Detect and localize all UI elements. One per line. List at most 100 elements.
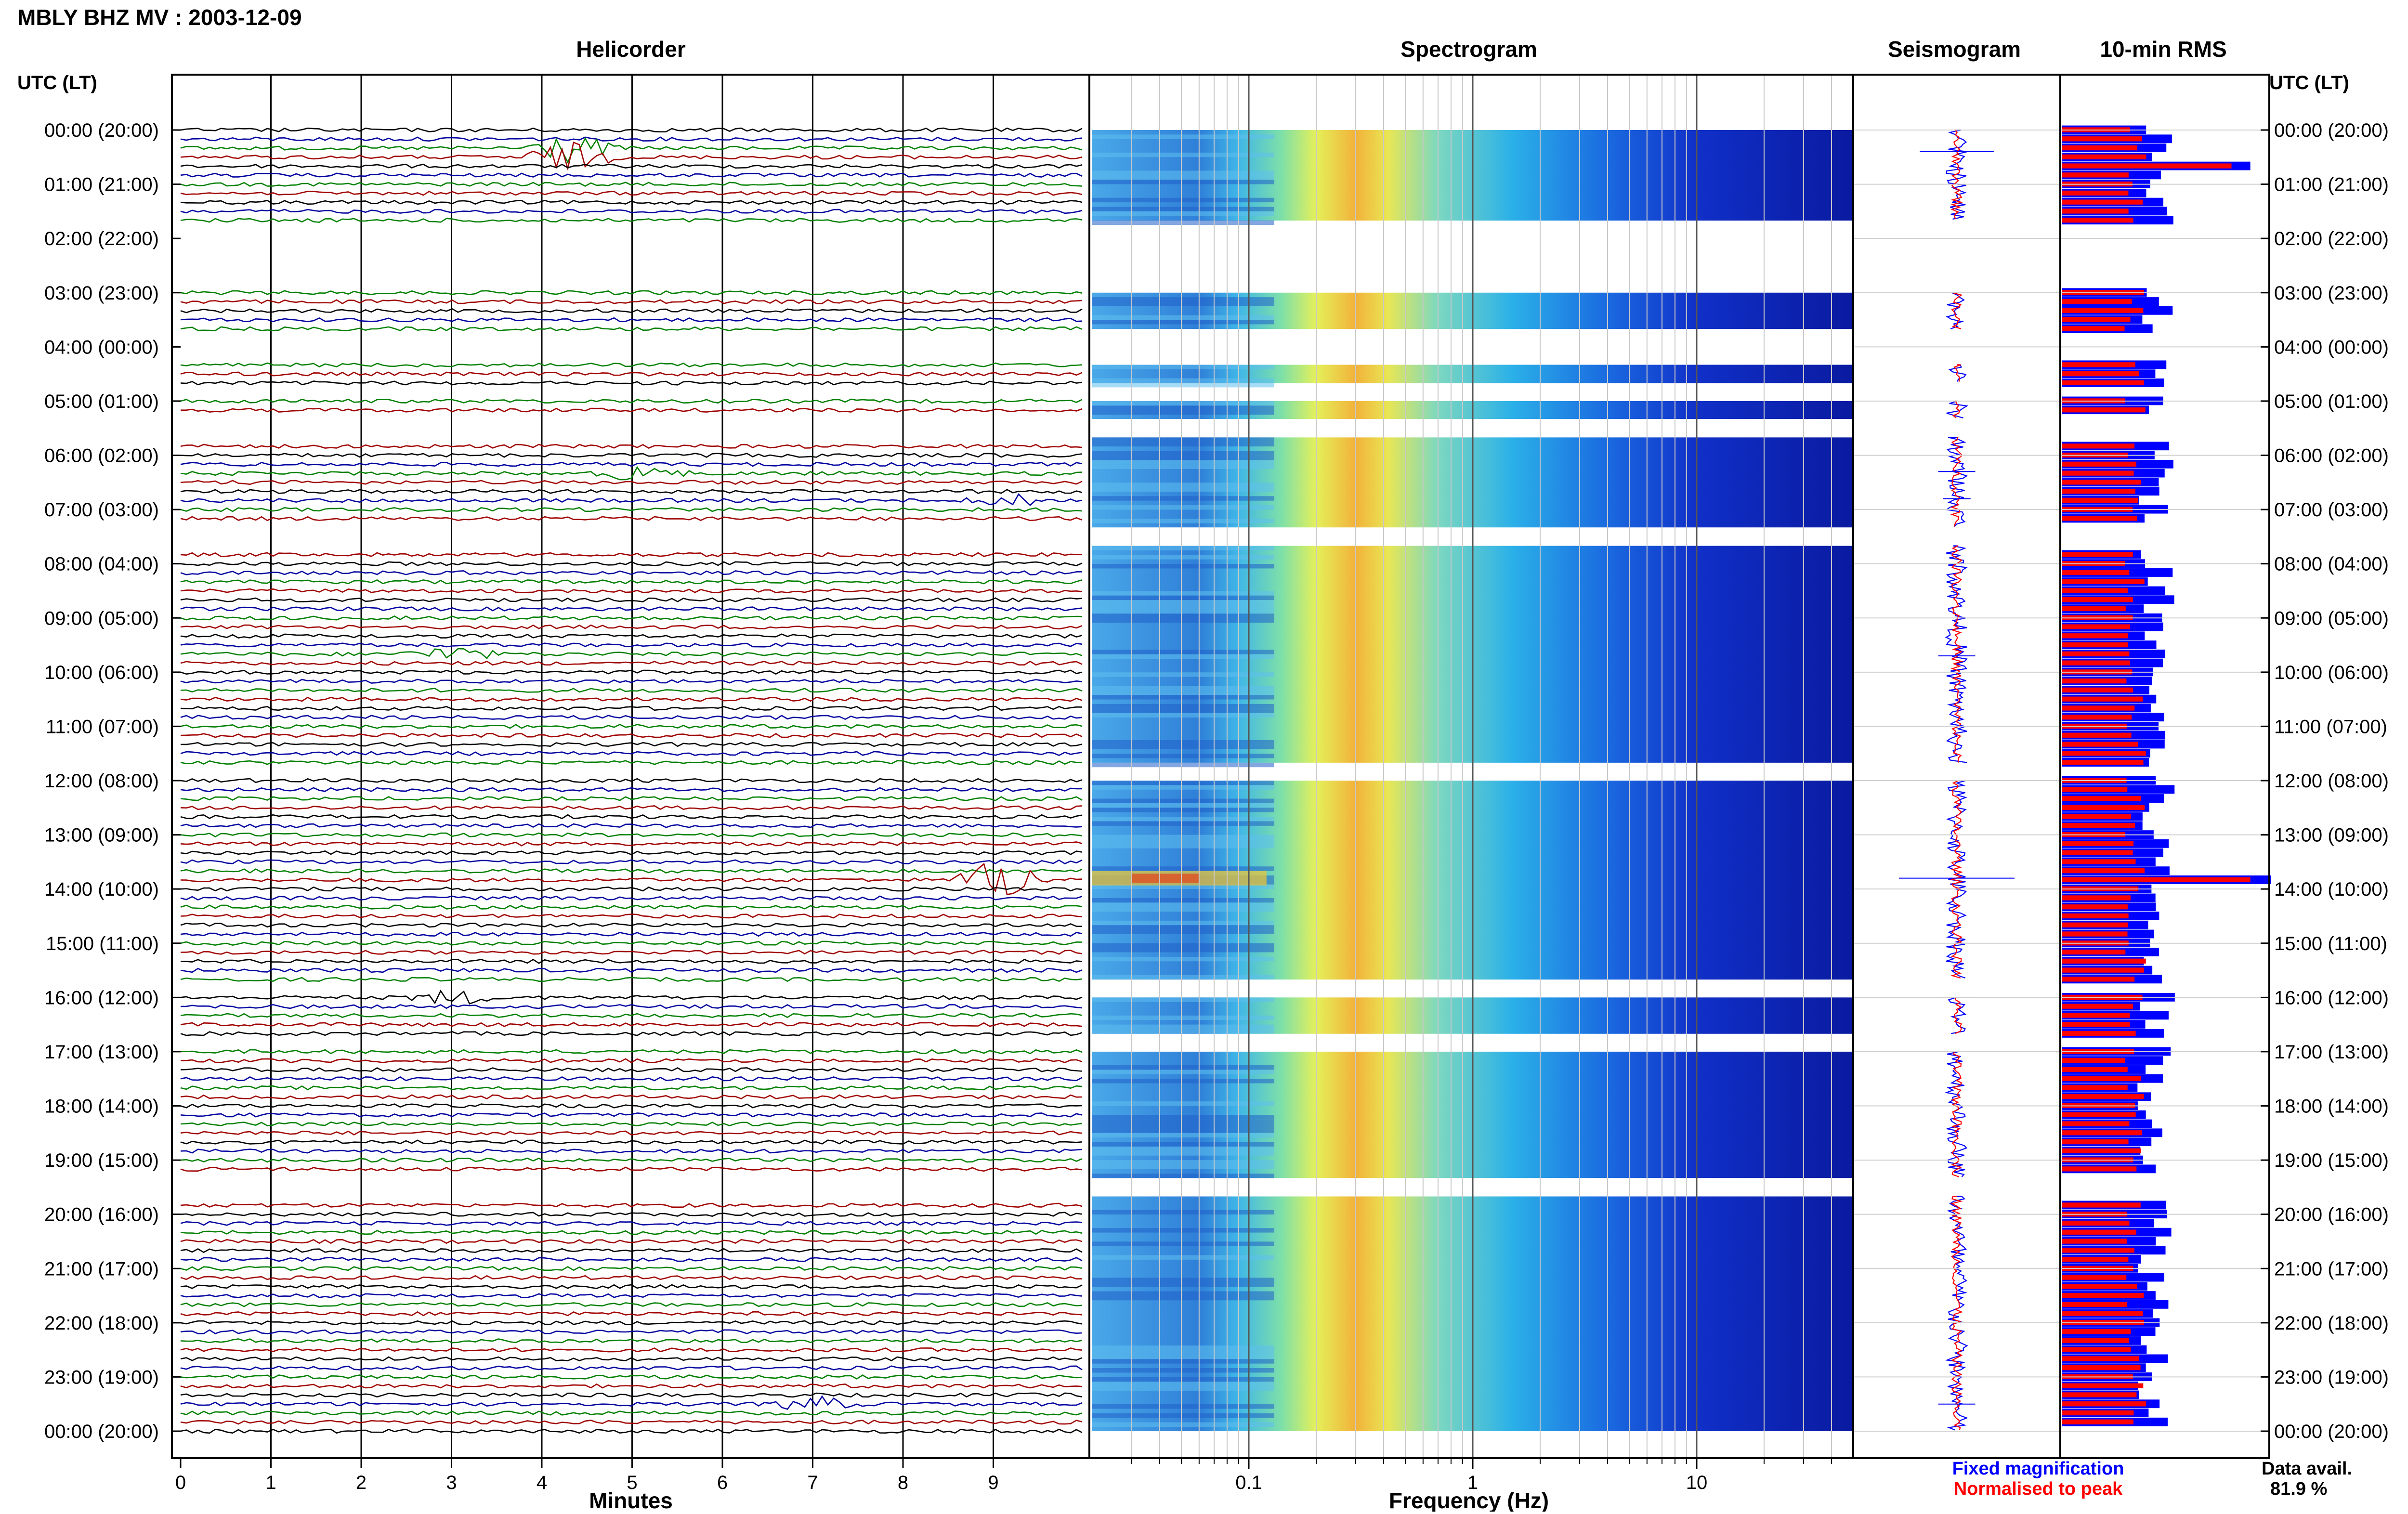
rms-bar-normalised <box>2062 977 2135 982</box>
rms-bar-normalised <box>2062 1356 2139 1361</box>
rms-bar-normalised <box>2062 1004 2133 1009</box>
spectrogram-lowfreq-band <box>1092 956 1274 962</box>
helicorder-trace <box>180 895 1083 901</box>
spectrogram-lowfreq-band <box>1092 613 1274 618</box>
spectrogram-lowfreq-band <box>1092 315 1274 320</box>
spectrogram-lowfreq-band <box>1092 1115 1274 1120</box>
rms-bar-normalised <box>2062 606 2126 612</box>
rms-bar-normalised <box>2062 1112 2136 1117</box>
rms-bar-normalised <box>2062 145 2137 151</box>
rms-bar-normalised <box>2062 1392 2137 1397</box>
helicorder-trace <box>180 362 1083 368</box>
helicorder-trace <box>180 561 1083 566</box>
spectrogram-lowfreq-band <box>1092 197 1274 203</box>
spectrogram-lowfreq-band <box>1092 483 1274 487</box>
rms-bar-normalised <box>2062 751 2146 756</box>
spectrogram-lowfreq-band <box>1092 902 1274 907</box>
rms-bar-normalised <box>2062 209 2129 214</box>
helicorder-trace <box>180 444 1083 449</box>
right-axis-header: UTC (LT) <box>2269 72 2349 93</box>
spectrogram-lowfreq-band <box>1092 320 1274 325</box>
seismogram-trace-normalised <box>1953 997 1963 1034</box>
helicorder-trace <box>180 141 1083 171</box>
rms-bar-normalised <box>2062 461 2136 467</box>
helicorder-trace <box>180 615 1083 621</box>
helicorder-trace <box>180 950 1083 955</box>
spectrogram-lowfreq-band <box>1092 1377 1274 1382</box>
seismogram-panel <box>1899 129 2015 1431</box>
spectrogram-lowfreq-band <box>1092 1228 1274 1233</box>
rms-bar-normalised <box>2062 1166 2137 1172</box>
helicorder-trace <box>180 787 1082 792</box>
spectrogram-lowfreq-band <box>1092 618 1274 623</box>
left-time-label: 23:00 (19:00) <box>44 1367 159 1388</box>
right-time-label: 09:00 (05:00) <box>2274 608 2389 629</box>
helicorder-trace <box>180 679 1083 684</box>
spectrogram-lowfreq-band <box>1092 808 1274 812</box>
right-time-label: 18:00 (14:00) <box>2274 1096 2389 1117</box>
rms-bar-normalised <box>2062 1229 2136 1235</box>
helicorder-trace <box>180 1275 1083 1280</box>
spectrogram-lowfreq-band <box>1092 464 1274 470</box>
spectrogram-lowfreq-band <box>1092 817 1274 822</box>
rms-bar-normalised <box>2062 895 2131 901</box>
helicorder-trace <box>180 1121 1083 1127</box>
spectrogram-lowfreq-band <box>1092 898 1274 903</box>
right-time-label: 12:00 (08:00) <box>2274 770 2389 792</box>
spectrogram-lowfreq-band <box>1092 442 1274 447</box>
spectrogram-panel <box>1092 75 1853 1458</box>
left-time-label: 14:00 (10:00) <box>44 879 159 900</box>
rms-bar-normalised <box>2062 1094 2144 1099</box>
helicorder-trace <box>180 1103 1083 1109</box>
right-time-label: 15:00 (11:00) <box>2274 933 2387 954</box>
spectrogram-lowfreq-band <box>1092 925 1274 930</box>
left-time-label: 11:00 (07:00) <box>46 716 159 737</box>
rms-bar-normalised <box>2062 371 2139 377</box>
spectrogram-lowfreq-band <box>1092 686 1274 691</box>
helicorder-trace <box>180 760 1083 765</box>
helicorder-trace <box>180 1374 1083 1380</box>
rms-bar-normalised <box>2062 488 2135 494</box>
helicorder-trace <box>180 989 1083 1005</box>
left-time-label: 19:00 (15:00) <box>44 1150 159 1171</box>
helicorder-trace <box>180 624 1083 630</box>
rms-bar-normalised <box>2062 444 2134 449</box>
time-axis-labels: 00:00 (20:00) 00:00 (20:00) 01:00 (21:00) 0… <box>44 120 2389 1442</box>
rms-bar-normalised <box>2062 1121 2130 1126</box>
spectrogram-lowfreq-band <box>1092 920 1274 926</box>
helicorder-trace <box>180 398 1083 404</box>
rms-bar-normalised <box>2062 742 2138 747</box>
right-time-label: 00:00 (20:00) <box>2274 120 2389 141</box>
spectrogram-lowfreq-band <box>1092 695 1274 700</box>
helicorder-trace <box>180 1311 1083 1317</box>
rms-bar-normalised <box>2062 1239 2127 1244</box>
spectrogram-lowfreq-band <box>1092 1354 1274 1359</box>
helicorder-trace <box>180 1338 1083 1344</box>
helicorder-panel <box>180 75 1083 1458</box>
rms-bar-normalised <box>2062 877 2251 883</box>
spectrogram-lowfreq-band <box>1092 401 1274 406</box>
spectrogram-lowfreq-band <box>1092 555 1274 560</box>
helicorder-trace <box>180 715 1083 720</box>
helicorder-trace <box>180 841 1083 847</box>
spectrogram-lowfreq-band <box>1092 591 1274 596</box>
helicorder-trace <box>180 1139 1083 1145</box>
seismogram-title: Seismogram <box>1888 37 2021 62</box>
spectrogram-lowfreq-band <box>1092 437 1274 442</box>
seismogram-trace-fixed <box>1944 1051 1968 1177</box>
helicorder-trace <box>180 931 1083 937</box>
helicorder-trace <box>180 1257 1083 1262</box>
rms-bar-normalised <box>2062 407 2146 413</box>
spectrogram-lowfreq-band <box>1092 1404 1274 1409</box>
helicorder-trace <box>180 218 1083 223</box>
right-time-label: 23:00 (19:00) <box>2274 1367 2389 1388</box>
rms-bar-normalised <box>2062 552 2133 557</box>
left-time-label: 01:00 (21:00) <box>44 174 159 196</box>
spectrogram-lowfreq-band <box>1092 1079 1274 1083</box>
helicorder-trace <box>180 705 1083 711</box>
rms-bar-normalised <box>2062 470 2134 476</box>
rms-bar-normalised <box>2062 1256 2129 1262</box>
seismogram-trace-normalised <box>1950 1196 1963 1430</box>
helicorder-trace <box>180 850 1083 856</box>
